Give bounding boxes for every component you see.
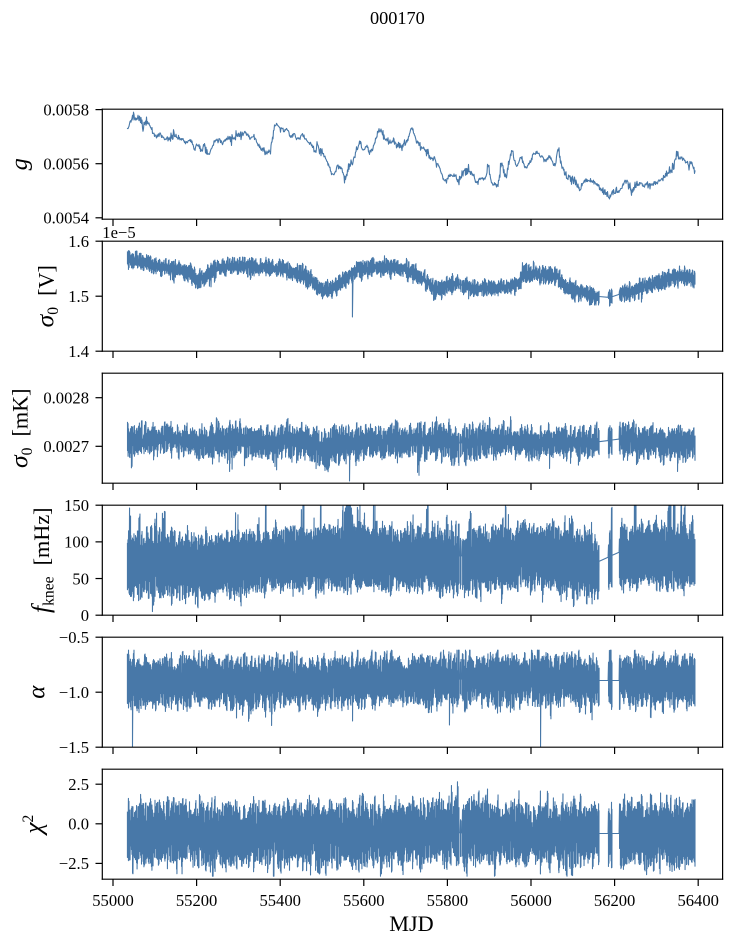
svg-text:1.6: 1.6 xyxy=(68,232,89,251)
svg-text:1.4: 1.4 xyxy=(68,342,89,361)
svg-text:55400: 55400 xyxy=(259,891,300,910)
svg-text:55000: 55000 xyxy=(92,891,133,910)
svg-text:150: 150 xyxy=(64,496,89,515)
svg-text:1e−5: 1e−5 xyxy=(102,223,135,242)
svg-text:−1.5: −1.5 xyxy=(59,738,89,757)
svg-text:0: 0 xyxy=(81,606,89,625)
svg-text:σ0​ [mK]: σ0​ [mK] xyxy=(5,388,37,468)
svg-text:χ2​: χ2​ xyxy=(19,815,48,837)
svg-text:MJD: MJD xyxy=(389,911,433,936)
svg-text:56400: 56400 xyxy=(677,891,718,910)
svg-text:0.0056: 0.0056 xyxy=(43,154,89,173)
svg-text:0.0054: 0.0054 xyxy=(43,209,89,228)
svg-text:−0.5: −0.5 xyxy=(59,628,89,647)
svg-text:g: g xyxy=(6,158,33,170)
svg-text:2.5: 2.5 xyxy=(68,775,89,794)
svg-text:−2.5: −2.5 xyxy=(59,854,89,873)
svg-text:1.5: 1.5 xyxy=(68,287,89,306)
svg-text:55600: 55600 xyxy=(343,891,384,910)
svg-text:55200: 55200 xyxy=(176,891,217,910)
svg-text:0.0: 0.0 xyxy=(68,815,89,834)
svg-text:0.0027: 0.0027 xyxy=(43,437,89,456)
svg-text:56200: 56200 xyxy=(594,891,635,910)
svg-text:−1.0: −1.0 xyxy=(59,683,89,702)
svg-text:0.0028: 0.0028 xyxy=(43,388,89,407)
svg-text:56000: 56000 xyxy=(510,891,551,910)
svg-text:55800: 55800 xyxy=(427,891,468,910)
svg-text:fknee​ [mHz]: fknee​ [mHz] xyxy=(26,507,58,613)
svg-text:000170: 000170 xyxy=(370,8,425,28)
svg-text:σ0​ [V]: σ0​ [V] xyxy=(31,265,63,327)
svg-text:α: α xyxy=(24,685,51,699)
svg-text:100: 100 xyxy=(64,533,89,552)
svg-text:50: 50 xyxy=(72,569,89,588)
svg-text:0.0058: 0.0058 xyxy=(43,100,89,119)
